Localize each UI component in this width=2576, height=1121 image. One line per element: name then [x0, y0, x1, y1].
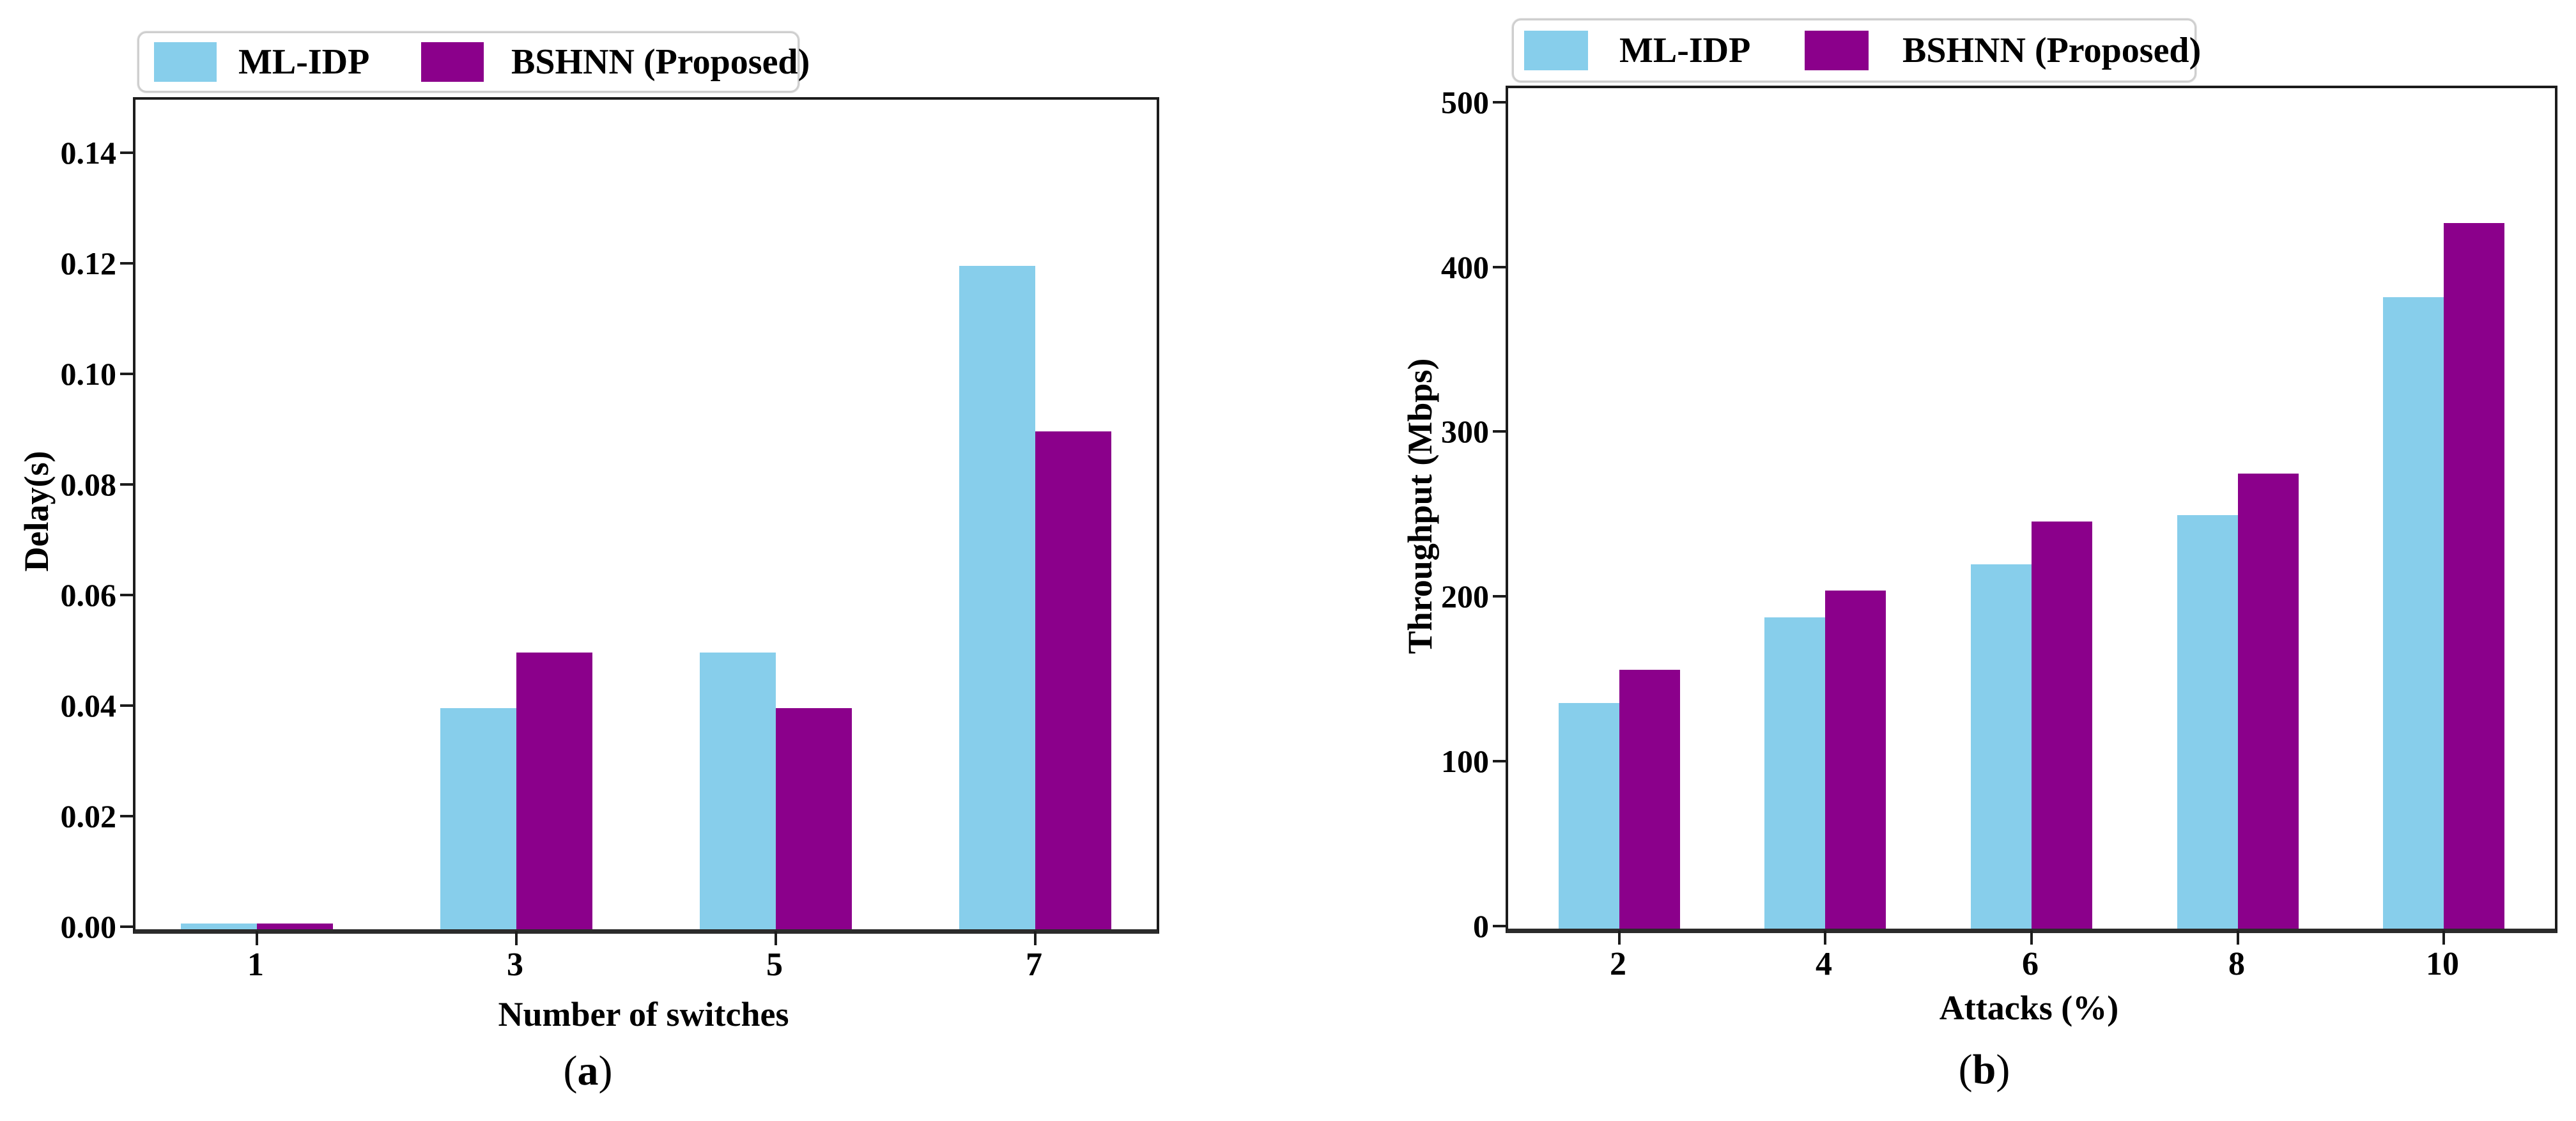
x-tick-mark	[2237, 931, 2239, 945]
y-tick-mark	[120, 815, 133, 817]
caption-b-close: )	[1996, 1046, 2010, 1093]
y-tick-label: 0.12	[60, 245, 117, 281]
x-tick-mark	[2030, 931, 2033, 945]
y-tick-mark	[1493, 760, 1506, 762]
y-tick-label: 200	[1441, 578, 1489, 614]
x-tick-label: 2	[1610, 946, 1626, 982]
y-tick-mark	[1493, 430, 1506, 433]
legend-swatch-ml-idp	[154, 42, 217, 82]
y-tick-mark	[120, 594, 133, 596]
y-tick-label: 0.10	[60, 356, 117, 392]
bar-ml-idp-x10	[2383, 297, 2444, 929]
caption-a-open: (	[563, 1048, 578, 1094]
x-tick-label: 4	[1816, 946, 1832, 982]
legend-swatch-bshnn	[421, 42, 484, 82]
y-tick-mark	[120, 373, 133, 375]
y-tick-mark	[120, 483, 133, 486]
bar-bshnn-x7	[1035, 431, 1111, 929]
x-tick-mark	[1618, 931, 1621, 945]
caption-b: (b)	[1959, 1046, 2010, 1094]
x-tick-mark	[256, 931, 258, 945]
bar-bshnn-x6	[2032, 522, 2092, 929]
plot-area-a	[133, 97, 1159, 934]
legend-label-ml-idp: ML-IDP	[1619, 31, 1751, 70]
y-tick-label: 100	[1441, 743, 1489, 779]
x-tick-mark	[775, 931, 777, 945]
bar-bshnn-x8	[2238, 474, 2299, 929]
y-tick-mark	[120, 262, 133, 265]
y-tick-mark	[1493, 266, 1506, 268]
x-tick-label: 7	[1026, 947, 1042, 983]
y-tick-mark	[120, 704, 133, 707]
y-tick-mark	[120, 925, 133, 928]
y-tick-label: 0	[1473, 908, 1489, 944]
y-tick-label: 0.14	[60, 135, 117, 171]
legend-a: ML-IDP BSHNN (Proposed)	[137, 31, 810, 93]
legend-label-bshnn: BSHNN (Proposed)	[511, 42, 810, 82]
y-tick-label: 400	[1441, 249, 1489, 285]
y-tick-label: 0.06	[60, 577, 117, 613]
bar-ml-idp-x4	[1764, 617, 1825, 929]
legend-b: ML-IDP BSHNN (Proposed)	[1512, 19, 2201, 82]
bar-bshnn-x5	[776, 708, 852, 929]
y-tick-label: 0.00	[60, 909, 117, 945]
legend-swatch-ml-idp	[1524, 31, 1588, 70]
x-axis-label-switches: Number of switches	[498, 995, 789, 1033]
bar-bshnn-x4	[1825, 591, 1886, 929]
x-tick-label: 5	[766, 947, 783, 983]
x-tick-mark	[1824, 931, 1826, 945]
x-tick-mark	[2442, 931, 2445, 945]
x-tick-label: 3	[507, 947, 523, 983]
caption-a-letter: a	[577, 1048, 599, 1094]
bar-bshnn-x10	[2444, 223, 2504, 929]
y-tick-label: 300	[1441, 414, 1489, 449]
bar-ml-idp-x5	[700, 653, 776, 929]
bar-bshnn-x1	[257, 924, 333, 929]
y-tick-label: 0.02	[60, 798, 117, 834]
y-tick-label: 0.08	[60, 467, 117, 502]
y-tick-mark	[1493, 595, 1506, 598]
caption-b-letter: b	[1972, 1046, 1996, 1093]
y-tick-label: 0.04	[60, 688, 117, 723]
caption-a: (a)	[564, 1047, 613, 1095]
legend-swatch-bshnn	[1805, 31, 1869, 70]
y-tick-mark	[1493, 101, 1506, 104]
bar-ml-idp-x6	[1971, 564, 2032, 929]
bar-ml-idp-x2	[1559, 703, 1619, 929]
x-tick-label: 10	[2426, 946, 2459, 982]
bar-ml-idp-x8	[2177, 515, 2238, 929]
caption-b-open: (	[1958, 1046, 1973, 1093]
x-tick-label: 8	[2228, 946, 2245, 982]
y-tick-mark	[120, 151, 133, 154]
y-tick-label: 500	[1441, 84, 1489, 120]
bar-bshnn-x3	[516, 653, 592, 929]
x-tick-label: 6	[2022, 946, 2039, 982]
legend-label-bshnn: BSHNN (Proposed)	[1902, 31, 2202, 70]
plot-area-b	[1506, 86, 2557, 933]
bar-ml-idp-x1	[181, 924, 257, 929]
caption-a-close: )	[598, 1048, 613, 1094]
x-tick-mark	[1034, 931, 1037, 945]
x-tick-label: 1	[247, 947, 264, 983]
x-axis-label-attacks: Attacks (%)	[1939, 989, 2119, 1027]
legend-label-ml-idp: ML-IDP	[238, 42, 370, 82]
y-tick-mark	[1493, 925, 1506, 927]
bar-bshnn-x2	[1619, 670, 1680, 929]
bar-ml-idp-x3	[440, 708, 516, 929]
x-tick-mark	[515, 931, 518, 945]
bar-ml-idp-x7	[959, 266, 1035, 929]
